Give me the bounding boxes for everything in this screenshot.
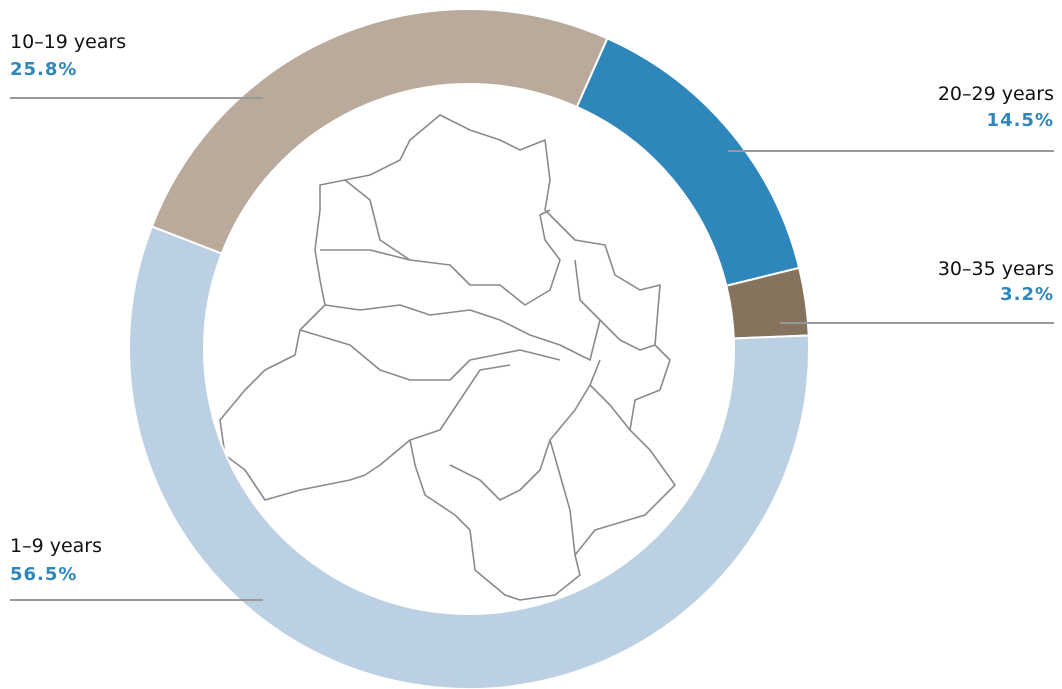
map-outline <box>219 114 676 601</box>
category-label: 30–35 years <box>938 258 1054 280</box>
value-label: 14.5% <box>987 110 1054 131</box>
donut-segment <box>575 37 801 287</box>
donut-segment <box>128 225 810 689</box>
value-label: 25.8% <box>10 59 77 80</box>
category-label: 20–29 years <box>938 83 1054 105</box>
category-label: 10–19 years <box>10 31 126 53</box>
donut-segment <box>150 8 609 255</box>
value-label: 56.5% <box>10 564 77 585</box>
value-label: 3.2% <box>1000 284 1054 305</box>
category-label: 1–9 years <box>10 535 102 557</box>
